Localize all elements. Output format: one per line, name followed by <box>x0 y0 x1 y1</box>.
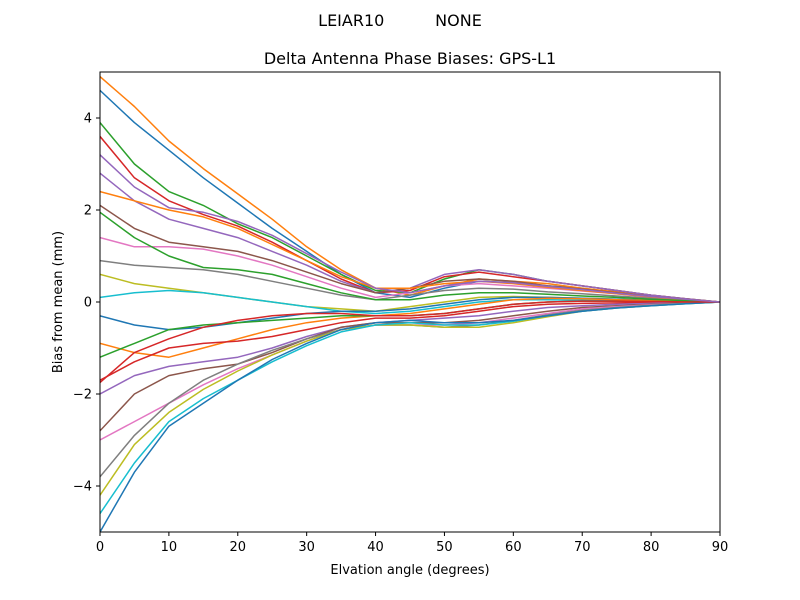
plot-area: 0 10 20 30 40 50 60 70 80 90 −4 −2 0 2 4 <box>73 71 728 555</box>
series-line-8 <box>100 259 720 303</box>
x-axis: 0 10 20 30 40 50 60 70 80 90 <box>96 532 728 555</box>
series-line-14 <box>100 301 720 381</box>
x-tick-label: 0 <box>96 540 104 555</box>
chart-title: Delta Antenna Phase Biases: GPS-L1 <box>264 49 556 68</box>
y-axis-label: Bias from mean (mm) <box>51 231 66 373</box>
x-tick-label: 30 <box>298 540 315 555</box>
x-tick-label: 80 <box>643 540 660 555</box>
y-tick-label: 2 <box>84 204 92 219</box>
y-axis: −4 −2 0 2 4 <box>73 112 100 495</box>
y-tick-label: −4 <box>73 480 92 495</box>
series-line-24 <box>100 300 720 384</box>
series-line-25 <box>100 154 720 303</box>
x-tick-label: 50 <box>436 540 453 555</box>
series-line-23 <box>100 211 720 303</box>
x-axis-label: Elvation angle (degrees) <box>330 563 489 578</box>
figure-suptitle: LEIAR10 NONE <box>318 11 482 30</box>
series-layer <box>100 76 720 532</box>
y-tick-label: 0 <box>84 296 92 311</box>
x-tick-label: 90 <box>712 540 729 555</box>
x-tick-label: 60 <box>505 540 522 555</box>
x-tick-label: 10 <box>161 540 178 555</box>
series-line-12 <box>100 297 720 358</box>
series-line-21 <box>100 301 720 532</box>
x-tick-label: 70 <box>574 540 591 555</box>
y-tick-label: 4 <box>84 112 92 127</box>
x-tick-label: 40 <box>367 540 384 555</box>
y-tick-label: −2 <box>73 388 92 403</box>
x-tick-label: 20 <box>230 540 247 555</box>
